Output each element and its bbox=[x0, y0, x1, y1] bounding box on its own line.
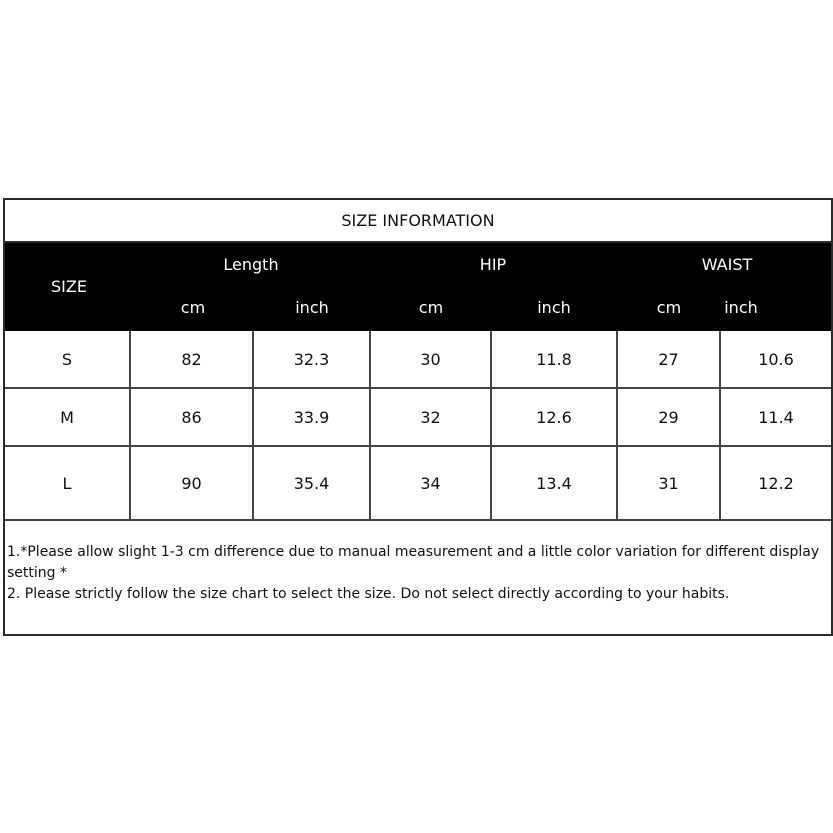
header-unit: cm bbox=[656, 298, 682, 317]
table-header: SIZE Length HIP WAIST cm inch cm inch cm… bbox=[5, 243, 831, 331]
header-unit: inch bbox=[724, 298, 758, 317]
value-cell: 33.9 bbox=[254, 389, 371, 445]
notes: 1.*Please allow slight 1-3 cm difference… bbox=[7, 542, 827, 605]
value-cell: 82 bbox=[131, 331, 254, 387]
value-cell: 32 bbox=[371, 389, 492, 445]
table-row: L 90 35.4 34 13.4 31 12.2 bbox=[5, 447, 831, 521]
value-cell: 29 bbox=[618, 389, 721, 445]
value-cell: 35.4 bbox=[254, 447, 371, 519]
header-unit: cm bbox=[418, 298, 444, 317]
value-cell: 32.3 bbox=[254, 331, 371, 387]
value-cell: 30 bbox=[371, 331, 492, 387]
header-unit: inch bbox=[537, 298, 571, 317]
value-cell: 10.6 bbox=[758, 349, 794, 369]
value-cell: 11.8 bbox=[492, 331, 618, 387]
value-cell: 90 bbox=[131, 447, 254, 519]
header-hip: HIP bbox=[479, 255, 507, 274]
header-unit: inch bbox=[295, 298, 329, 317]
value-cell: 34 bbox=[371, 447, 492, 519]
size-cell: L bbox=[5, 447, 131, 519]
note-1: 1.*Please allow slight 1-3 cm difference… bbox=[7, 544, 820, 581]
header-waist: WAIST bbox=[701, 255, 753, 274]
chart-title: SIZE INFORMATION bbox=[5, 200, 831, 243]
table-row: S 82 32.3 30 11.8 27 10.6 bbox=[5, 331, 831, 389]
header-unit: cm bbox=[180, 298, 206, 317]
size-cell: M bbox=[5, 389, 131, 445]
header-size: SIZE bbox=[51, 277, 87, 296]
value-cell: 31 bbox=[618, 447, 721, 519]
note-2: 2. Please strictly follow the size chart… bbox=[7, 586, 730, 602]
value-cell: 86 bbox=[131, 389, 254, 445]
value-cell: 12.6 bbox=[492, 389, 618, 445]
header-length: Length bbox=[223, 255, 279, 274]
size-cell: S bbox=[5, 331, 131, 387]
value-cell: 11.4 bbox=[758, 407, 794, 427]
value-cell: 27 bbox=[618, 331, 721, 387]
value-cell: 13.4 bbox=[492, 447, 618, 519]
value-cell: 12.2 bbox=[758, 473, 794, 493]
size-chart: SIZE INFORMATION SIZE Length HIP WAIST c… bbox=[3, 198, 833, 636]
table-row: M 86 33.9 32 12.6 29 11.4 bbox=[5, 389, 831, 447]
